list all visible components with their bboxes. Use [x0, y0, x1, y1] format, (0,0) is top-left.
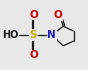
Text: O: O: [29, 50, 38, 60]
Text: O: O: [54, 10, 62, 20]
Text: S: S: [30, 30, 37, 40]
Text: O: O: [29, 10, 38, 20]
Text: N: N: [47, 30, 56, 40]
Text: HO: HO: [2, 30, 18, 40]
